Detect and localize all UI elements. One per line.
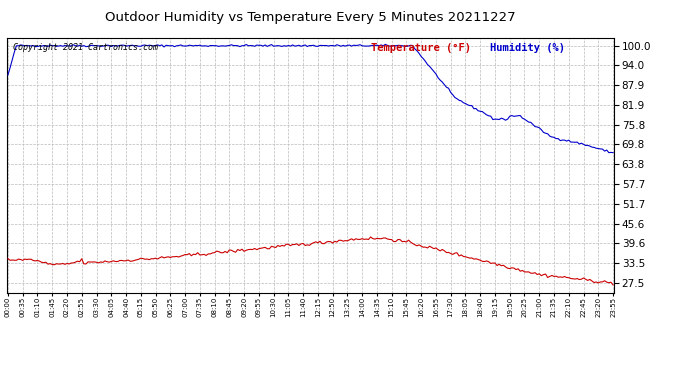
Text: Temperature (°F): Temperature (°F) xyxy=(371,43,471,52)
Text: Copyright 2021 Cartronics.com: Copyright 2021 Cartronics.com xyxy=(13,43,158,52)
Text: Outdoor Humidity vs Temperature Every 5 Minutes 20211227: Outdoor Humidity vs Temperature Every 5 … xyxy=(105,11,516,24)
Text: Humidity (%): Humidity (%) xyxy=(490,43,564,52)
